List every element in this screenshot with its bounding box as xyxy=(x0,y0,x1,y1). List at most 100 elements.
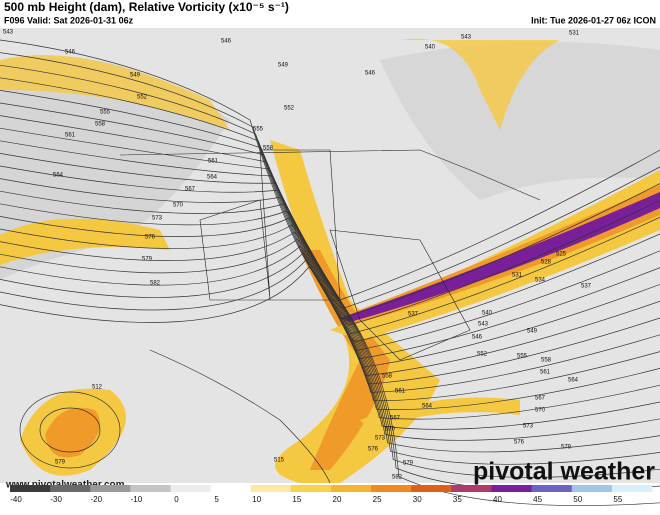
contour-label: 512 xyxy=(92,385,103,391)
shade xyxy=(380,42,660,200)
colorbar-tick-label: 10 xyxy=(252,495,261,504)
contour-label: 561 xyxy=(540,370,551,376)
vorticity xyxy=(400,38,560,131)
colorbar-tick-label: -40 xyxy=(10,495,22,504)
colorbar-segment xyxy=(90,485,131,492)
contour-label: 546 xyxy=(221,39,232,45)
contour-label: 531 xyxy=(569,31,580,37)
height-contour xyxy=(0,64,660,318)
contour-label: 576 xyxy=(368,447,379,453)
colorbar-tick-label: 25 xyxy=(373,495,382,504)
colorbar-segment xyxy=(491,485,533,492)
height-contour xyxy=(0,178,660,393)
contour-label: 576 xyxy=(145,235,156,241)
height-contour xyxy=(0,39,660,301)
contour-label: 555 xyxy=(100,110,111,116)
contour-label: 555 xyxy=(517,354,528,360)
contour-label: 579 xyxy=(142,257,153,263)
contour-label: 564 xyxy=(422,404,433,410)
contour-label: 576 xyxy=(514,440,525,446)
logo: pivotal weather xyxy=(473,458,655,486)
contour-label: 528 xyxy=(541,260,552,266)
contour-label: 567 xyxy=(185,187,196,193)
contour-label: 531 xyxy=(512,273,523,279)
contour-label: 573 xyxy=(152,216,163,222)
contour-labels: 543 546 549 552 555 558 561 564 567 570 573 576 579 5… xyxy=(3,30,592,481)
contour-label: 543 xyxy=(461,35,472,41)
colorbar-tick-label: 35 xyxy=(453,495,462,504)
height-contour xyxy=(0,140,660,368)
height-contour xyxy=(0,216,660,420)
height-contour xyxy=(0,252,660,478)
colorbar-segment xyxy=(331,485,372,492)
colorbar-tick-label: 30 xyxy=(413,495,422,504)
contour-label: 579 xyxy=(403,461,414,467)
contour-label: 582 xyxy=(392,475,403,481)
colorbar-segment xyxy=(50,485,91,492)
height-contour xyxy=(0,231,660,441)
colorbar-segment xyxy=(451,485,492,492)
contour-label: 579 xyxy=(55,460,66,466)
contour-label: 543 xyxy=(3,30,14,36)
colorbar-tick-label: -30 xyxy=(50,495,62,504)
colorbar-segment xyxy=(411,485,452,492)
colorbar-tick-label: -20 xyxy=(90,495,102,504)
contour-label: 570 xyxy=(535,408,546,414)
height-contour xyxy=(0,77,660,326)
valid-time: F096 Valid: Sat 2026-01-31 06z xyxy=(4,15,134,25)
height-contour xyxy=(0,190,660,402)
contour-label: 582 xyxy=(150,281,161,287)
contour-label: 561 xyxy=(65,133,76,139)
vorticity xyxy=(0,55,230,130)
contour-label: 552 xyxy=(477,352,488,358)
height-contour xyxy=(0,90,660,334)
contour-label: 549 xyxy=(278,63,289,69)
colorbar-tick-label: 20 xyxy=(333,495,342,504)
colorbar-segment xyxy=(531,485,573,492)
height-contour xyxy=(0,115,660,351)
map: 543 546 549 552 555 558 561 564 567 570 573 576 579 5… xyxy=(0,28,660,506)
contour-label: 561 xyxy=(208,159,219,165)
contour-label: 564 xyxy=(207,175,218,181)
vorticity-max xyxy=(340,192,660,322)
colorbar: -40 -30 -20 -10 0 5 10 15 20 25 30 35 40 45 50 55 xyxy=(10,485,653,504)
contour-label: 579 xyxy=(561,445,572,451)
colorbar-tick-label: 5 xyxy=(214,495,219,504)
height-contour xyxy=(0,52,660,309)
colorbar-tick-label: 0 xyxy=(174,495,179,504)
colorbar-segment xyxy=(611,485,653,492)
vorticity xyxy=(360,397,520,430)
height-contour xyxy=(0,245,660,465)
contour-label: 570 xyxy=(173,203,184,209)
contour-label: 558 xyxy=(95,122,106,128)
contour-label: 573 xyxy=(375,436,386,442)
colorbar-segment xyxy=(571,485,613,492)
contour-label: 564 xyxy=(53,173,64,179)
contour-label: 549 xyxy=(130,73,141,79)
contour-label: 564 xyxy=(568,378,579,384)
colorbar-tick-label: 15 xyxy=(292,495,301,504)
colorbar-segment xyxy=(250,485,292,492)
colorbar-segment xyxy=(290,485,332,492)
height-contour xyxy=(0,238,660,453)
contour-label: 561 xyxy=(395,389,406,395)
colorbar-segment xyxy=(371,485,412,492)
contour-label: 515 xyxy=(274,458,285,464)
contour-label: 552 xyxy=(137,95,148,101)
colorbar-segment xyxy=(10,485,51,492)
contour-label: 558 xyxy=(263,146,274,152)
contour-label: 567 xyxy=(390,416,401,422)
contour-label: 570 xyxy=(385,427,396,433)
contour-label: 525 xyxy=(556,252,567,258)
contour-label: 546 xyxy=(472,335,483,341)
contour-label: 540 xyxy=(425,45,436,51)
contour-label: 537 xyxy=(408,312,419,318)
vorticity xyxy=(45,407,100,458)
contour-label: 558 xyxy=(382,374,393,380)
colorbar-segment xyxy=(210,485,252,492)
contour-label: 546 xyxy=(365,71,376,77)
height-contour xyxy=(0,266,660,506)
colorbar-tick-label: 40 xyxy=(493,495,502,504)
vorticity xyxy=(300,250,390,470)
height-contour xyxy=(0,224,660,430)
